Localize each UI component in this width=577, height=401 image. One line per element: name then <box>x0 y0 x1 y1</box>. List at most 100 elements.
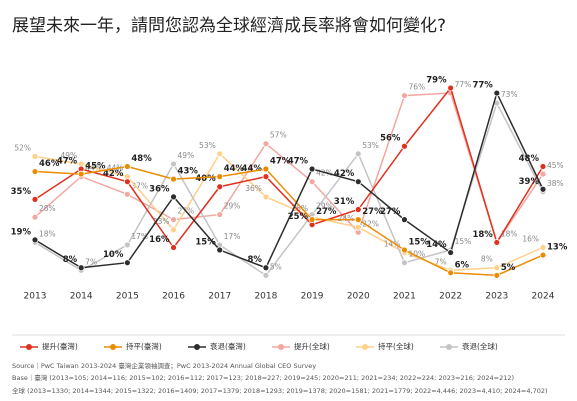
value-label: 8% <box>481 255 493 264</box>
point <box>493 239 501 246</box>
value-label: 29% <box>316 202 333 211</box>
point <box>123 241 131 249</box>
value-label: 17% <box>224 232 241 241</box>
value-label: 49% <box>178 151 195 160</box>
series-line <box>34 92 544 245</box>
point <box>308 165 316 173</box>
point <box>216 211 224 218</box>
series-line <box>34 86 544 249</box>
point <box>123 190 131 198</box>
point <box>77 170 85 178</box>
point <box>539 251 547 259</box>
value-label: 18% <box>39 229 56 238</box>
value-label: 5% <box>270 262 282 271</box>
point <box>539 185 547 193</box>
x-tick-label: 2023 <box>485 292 508 302</box>
point <box>31 195 39 203</box>
x-tick-label: 2019 <box>301 292 324 302</box>
value-label: 15% <box>195 238 216 248</box>
x-tick-label: 2022 <box>439 292 462 302</box>
point <box>539 244 547 251</box>
point <box>123 178 131 186</box>
series-line <box>34 165 544 277</box>
point <box>170 175 177 183</box>
legend-label: 衰退(全球) <box>462 341 498 351</box>
x-tick-label: 2013 <box>24 292 47 302</box>
point <box>77 264 85 272</box>
point <box>216 183 224 191</box>
point <box>354 223 362 231</box>
value-label: 42% <box>334 169 355 179</box>
point <box>216 246 224 254</box>
value-label: 52% <box>14 143 31 152</box>
value-label: 14% <box>384 240 401 249</box>
value-label: 6% <box>455 260 470 270</box>
value-label: 15% <box>455 237 472 246</box>
value-label: 36% <box>149 184 170 194</box>
value-label: 37% <box>131 181 148 190</box>
legend-marker <box>110 344 116 350</box>
value-label: 45% <box>85 162 106 172</box>
point <box>539 170 547 178</box>
point <box>262 165 270 173</box>
value-label: 15% <box>408 238 429 248</box>
point <box>31 152 39 160</box>
value-label: 46% <box>39 159 60 169</box>
value-label: 77% <box>472 81 493 91</box>
legend-marker <box>446 344 452 350</box>
point <box>447 249 455 256</box>
source-note: Source｜PwC Taiwan 2013-2024 臺灣企業領袖調查；PwC… <box>12 361 316 370</box>
point <box>216 150 224 158</box>
value-label: 53% <box>362 141 379 150</box>
value-label: 29% <box>224 202 241 211</box>
point <box>493 264 501 272</box>
legend-label: 持平(臺灣) <box>126 341 162 351</box>
point <box>216 173 224 181</box>
point <box>308 178 316 186</box>
value-label: 79% <box>426 76 447 86</box>
value-label: 7% <box>435 257 447 266</box>
x-tick-label: 2021 <box>393 292 416 302</box>
point <box>447 269 455 277</box>
value-label: 18% <box>472 230 493 240</box>
value-label: 13% <box>547 243 568 253</box>
point <box>401 92 408 99</box>
value-label: 35% <box>11 187 32 197</box>
point <box>539 163 547 170</box>
point <box>354 216 362 224</box>
point <box>262 173 270 181</box>
value-label: 56% <box>380 134 401 144</box>
value-label: 40% <box>195 174 216 184</box>
legend-marker <box>194 344 200 350</box>
base-note: Base｜臺灣 (2013=105; 2014=116; 2015=102; 2… <box>12 373 514 382</box>
value-label: 25% <box>288 212 309 222</box>
point <box>170 160 177 168</box>
value-label: 47% <box>270 157 291 167</box>
series-line <box>34 152 544 272</box>
value-label: 49% <box>61 151 78 160</box>
value-label: 45% <box>547 161 564 170</box>
value-label: 22% <box>362 219 379 228</box>
value-label: 27% <box>316 207 337 217</box>
value-label: 36% <box>245 184 262 193</box>
legend-marker <box>26 344 32 350</box>
value-label: 53% <box>199 141 216 150</box>
legend-marker <box>278 344 284 350</box>
value-label: 28% <box>39 204 56 213</box>
value-label: 7% <box>85 257 97 266</box>
value-label: 44% <box>242 164 263 174</box>
point <box>401 216 408 224</box>
point <box>262 193 270 201</box>
point <box>170 226 177 234</box>
value-label: 27% <box>362 207 383 217</box>
series-line <box>34 90 544 269</box>
value-label: 10% <box>103 250 124 260</box>
value-label: 57% <box>270 131 287 140</box>
value-label: 44% <box>224 164 245 174</box>
x-tick-label: 2024 <box>532 292 555 302</box>
point <box>493 89 501 97</box>
point <box>31 236 39 244</box>
value-label: 48% <box>131 154 152 164</box>
